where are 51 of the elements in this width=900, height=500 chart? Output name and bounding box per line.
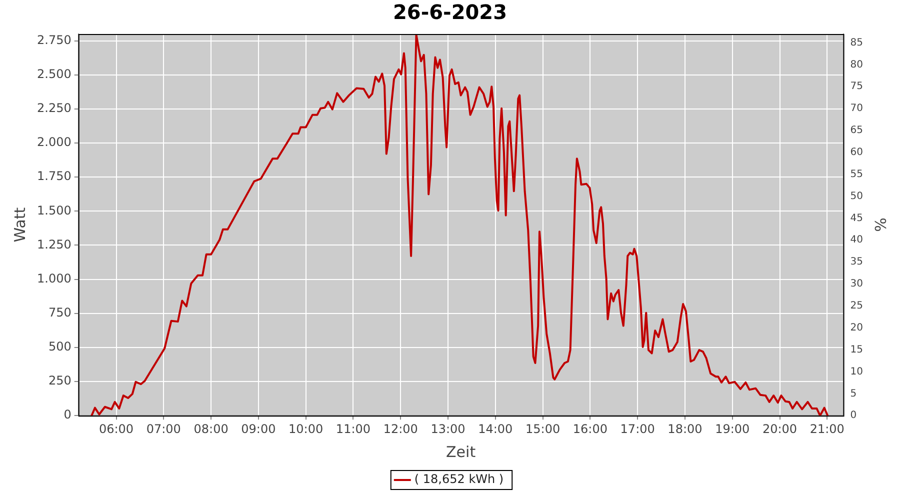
y2-tick-label: 80 [850, 59, 864, 70]
x-tick-label: 14:00 [478, 422, 513, 436]
x-tick-label: 20:00 [762, 422, 798, 436]
y2-tick-label: 70 [850, 103, 864, 114]
x-tick-label: 18:00 [668, 422, 702, 436]
y2-tick-label: 0 [850, 410, 857, 422]
x-tick-label: 16:00 [572, 422, 608, 436]
y-tick-label: 1.750 [36, 169, 72, 184]
y-tick-label: 1.000 [36, 271, 72, 286]
x-tick-label: 09:00 [241, 422, 276, 436]
y2-tick-label: 60 [850, 147, 864, 158]
y2-tick-label: 50 [850, 190, 864, 202]
x-tick-label: 10:00 [288, 422, 324, 436]
legend-label: ( 18,652 kWh ) [414, 472, 504, 486]
x-axis-title: Zeit [446, 442, 476, 461]
y-tick-label: 2.500 [36, 67, 72, 82]
y2-tick-label: 40 [850, 234, 864, 246]
x-tick-label: 19:00 [715, 422, 750, 436]
x-tick-label: 21:00 [810, 422, 844, 436]
y2-tick-label: 65 [850, 125, 864, 136]
chart-title: 26-6-2023 [392, 0, 508, 24]
x-tick-label: 15:00 [526, 422, 560, 436]
x-tick-label: 13:00 [430, 422, 466, 436]
y2-tick-label: 25 [850, 300, 864, 312]
y-tick-label: 750 [48, 306, 72, 320]
x-tick-label: 11:00 [336, 422, 371, 436]
y2-axis-title: % [871, 218, 890, 232]
x-tick-label: 08:00 [194, 422, 228, 436]
y2-tick-label: 20 [850, 322, 864, 334]
y-tick-label: 500 [48, 340, 72, 354]
x-tick-label: 07:00 [146, 422, 181, 436]
y2-tick-label: 45 [850, 212, 864, 224]
y2-tick-label: 55 [850, 168, 864, 180]
x-tick-label: 12:00 [383, 422, 418, 436]
y-tick-label: 1.500 [36, 203, 72, 218]
x-tick-label: 17:00 [620, 422, 655, 436]
y2-tick-label: 75 [850, 81, 864, 92]
y-tick-label: 2.250 [36, 101, 72, 116]
y-tick-label: 1.250 [36, 237, 72, 252]
y-axis-title: Watt [10, 207, 29, 242]
y2-tick-label: 35 [850, 256, 864, 268]
y2-tick-label: 10 [850, 366, 864, 378]
y2-tick-label: 85 [850, 37, 864, 48]
y2-tick-label: 5 [850, 388, 857, 400]
y-tick-label: 250 [48, 374, 72, 388]
y-tick-label: 2.750 [36, 32, 72, 47]
x-tick-label: 06:00 [98, 422, 134, 436]
y-tick-label: 0 [64, 408, 72, 422]
y-tick-label: 2.000 [36, 135, 72, 150]
y2-tick-label: 30 [850, 278, 864, 290]
y2-tick-label: 15 [850, 344, 864, 356]
